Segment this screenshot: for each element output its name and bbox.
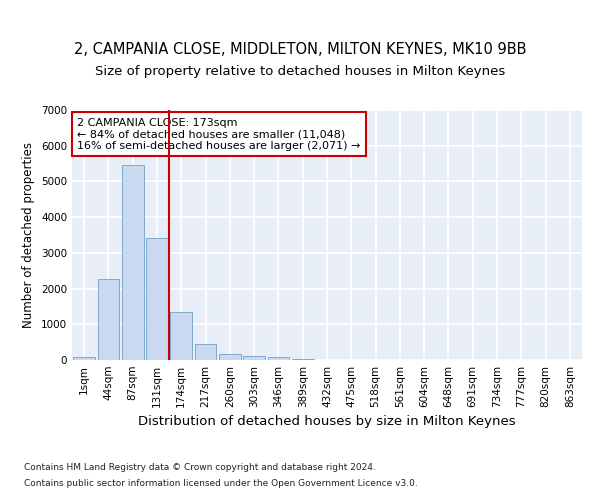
Bar [122, 166, 143, 360]
Bar [146, 238, 168, 360]
Text: 2 CAMPANIA CLOSE: 173sqm
← 84% of detached houses are smaller (11,048)
16% of se: 2 CAMPANIA CLOSE: 173sqm ← 84% of detach… [77, 118, 361, 150]
Bar [73, 358, 95, 360]
Bar [243, 356, 265, 360]
Y-axis label: Number of detached properties: Number of detached properties [22, 142, 35, 328]
Bar [170, 312, 192, 360]
Text: Size of property relative to detached houses in Milton Keynes: Size of property relative to detached ho… [95, 64, 505, 78]
Bar [268, 358, 289, 360]
Text: 2, CAMPANIA CLOSE, MIDDLETON, MILTON KEYNES, MK10 9BB: 2, CAMPANIA CLOSE, MIDDLETON, MILTON KEY… [74, 42, 526, 58]
Text: Contains public sector information licensed under the Open Government Licence v3: Contains public sector information licen… [24, 478, 418, 488]
Bar [194, 344, 217, 360]
Bar [97, 279, 119, 360]
Text: Contains HM Land Registry data © Crown copyright and database right 2024.: Contains HM Land Registry data © Crown c… [24, 464, 376, 472]
Bar [219, 354, 241, 360]
X-axis label: Distribution of detached houses by size in Milton Keynes: Distribution of detached houses by size … [138, 416, 516, 428]
